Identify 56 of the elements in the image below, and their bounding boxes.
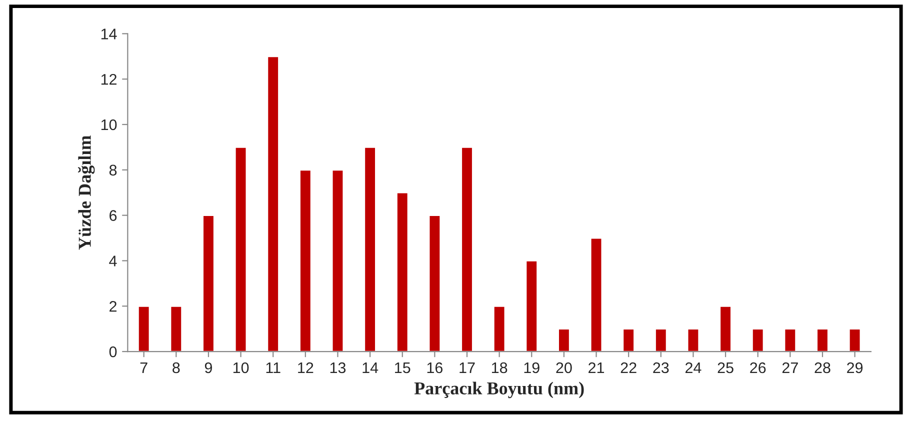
x-tick-label: 16 [427, 362, 443, 374]
x-tick-label: 24 [685, 362, 702, 374]
x-tick-label: 15 [395, 362, 410, 374]
x-tick-label: 10 [233, 362, 249, 374]
y-tick-label: 12 [101, 74, 116, 85]
y-tick-label: 10 [101, 119, 117, 130]
x-tick-label: 11 [266, 362, 280, 374]
x-tick-label: 19 [524, 362, 540, 374]
bar [170, 305, 183, 352]
x-tick-label: 29 [847, 362, 863, 374]
x-tick-label: 14 [362, 362, 378, 374]
x-tick-label: 22 [620, 362, 636, 374]
bar [492, 305, 506, 352]
x-tick-label: 8 [172, 362, 180, 374]
bar [784, 328, 797, 352]
bar [622, 328, 635, 352]
bar [686, 328, 700, 352]
x-tick-label: 21 [588, 362, 604, 374]
x-tick-label: 27 [782, 362, 798, 374]
y-tick-label: 0 [109, 346, 117, 358]
bar [816, 328, 829, 352]
bar [460, 146, 474, 352]
y-tick-label: 6 [110, 210, 117, 221]
bar [396, 192, 409, 352]
x-tick-label: 20 [556, 362, 572, 374]
bar [331, 169, 344, 352]
bar [364, 146, 376, 352]
bar [525, 260, 538, 352]
x-tick-label: 9 [204, 362, 212, 374]
x-tick-label: 25 [718, 362, 734, 374]
y-tick-label: 4 [109, 256, 117, 266]
x-tick-label: 17 [460, 362, 475, 374]
x-tick-label: 7 [140, 362, 148, 374]
x-tick-label: 18 [492, 362, 508, 374]
bar [558, 328, 570, 352]
x-tick-label: 23 [653, 362, 669, 374]
bar [234, 146, 248, 352]
bar [266, 56, 280, 352]
x-tick-label: 28 [814, 362, 830, 374]
x-tick-label: 12 [298, 362, 314, 374]
bar [299, 169, 312, 352]
y-tick-label: 8 [109, 164, 117, 176]
bar [848, 328, 862, 352]
bar [137, 305, 150, 352]
bar [752, 328, 764, 352]
bar [202, 214, 215, 352]
x-tick-label: 13 [330, 362, 346, 374]
y-axis-title: Yüzde Dağılım [78, 135, 95, 250]
bar [590, 237, 603, 352]
bar [719, 305, 732, 352]
y-tick-label: 14 [101, 28, 117, 40]
bar [428, 214, 442, 352]
bar [654, 328, 668, 352]
x-axis-title: Parçacık Boyutu (nm) [414, 382, 584, 398]
x-tick-label: 26 [750, 362, 766, 374]
y-tick-label: 2 [110, 300, 116, 312]
